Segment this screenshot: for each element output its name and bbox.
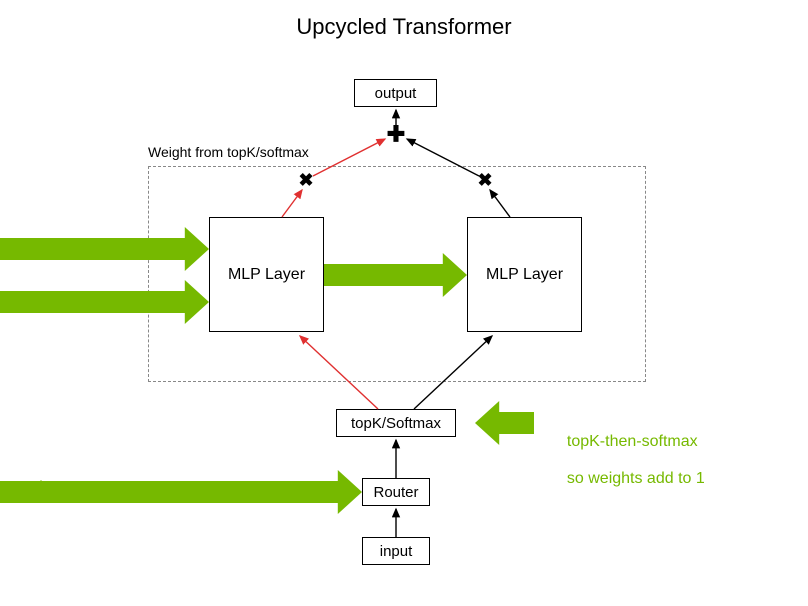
input-box: input — [362, 537, 430, 565]
weight-label: Weight from topK/softmax — [148, 144, 309, 160]
diagram-title: Upcycled Transformer — [0, 14, 808, 40]
router-box: Router — [362, 478, 430, 506]
router-annotation: Random Router — [0, 478, 127, 499]
output-label: output — [375, 85, 417, 102]
mlp-left-label: MLP Layer — [228, 266, 305, 284]
title-text: Upcycled Transformer — [296, 14, 511, 39]
svg-text:✚: ✚ — [387, 122, 405, 147]
router-label: Router — [373, 484, 418, 501]
topk-annotation: topK-then-softmax so weights add to 1 — [558, 415, 705, 489]
topk-box: topK/Softmax — [336, 409, 456, 437]
mlp-left-box: MLP Layer — [209, 217, 324, 332]
output-box: output — [354, 79, 437, 107]
input-label: input — [380, 543, 413, 560]
topk-label: topK/Softmax — [351, 415, 441, 432]
mlp-right-box: MLP Layer — [467, 217, 582, 332]
topk-annotation-line1: topK-then-softmax — [567, 433, 698, 450]
topk-annotation-line2: so weights add to 1 — [567, 470, 705, 487]
mlp-right-label: MLP Layer — [486, 266, 563, 284]
